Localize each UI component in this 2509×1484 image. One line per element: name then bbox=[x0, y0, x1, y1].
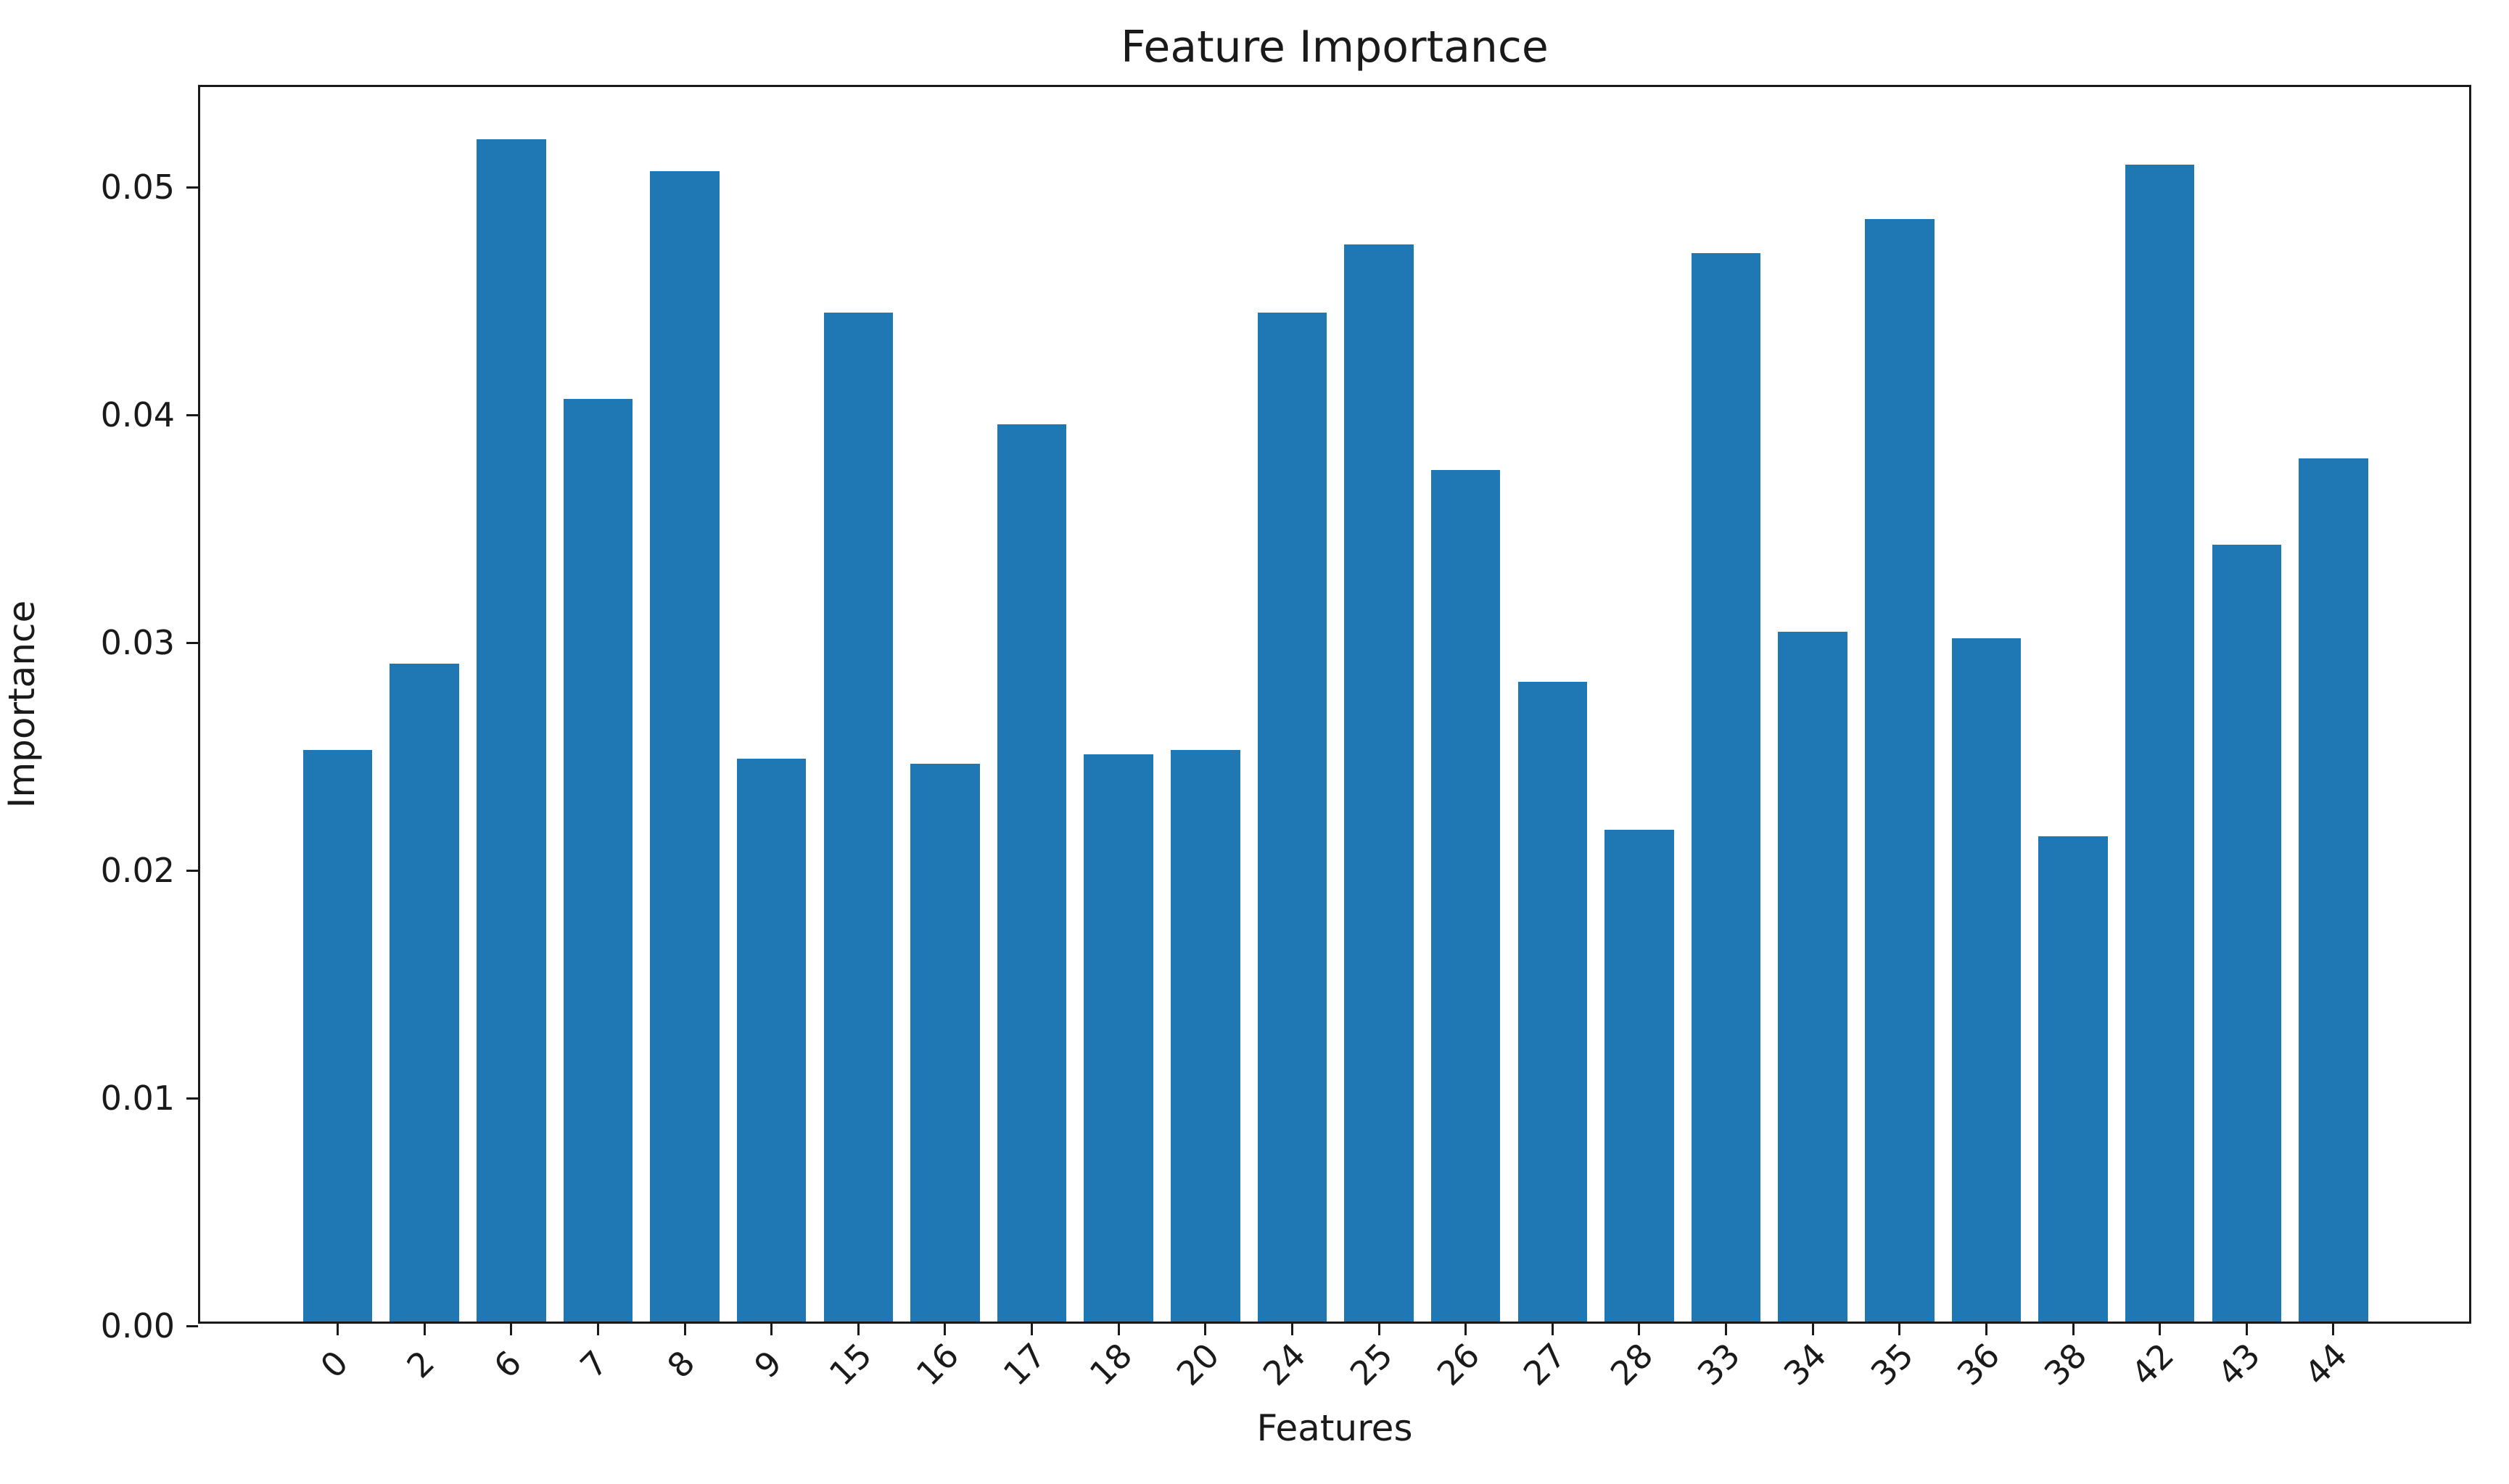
bar-feature-2 bbox=[390, 664, 459, 1322]
bar-feature-35 bbox=[1865, 219, 1935, 1322]
x-tick-label: 0 bbox=[312, 1343, 355, 1386]
y-axis-tick bbox=[186, 186, 198, 189]
chart-title: Feature Importance bbox=[1121, 22, 1549, 73]
x-axis-tick bbox=[1898, 1324, 1901, 1335]
y-tick-label: 0.02 bbox=[100, 851, 175, 891]
x-axis-tick bbox=[2332, 1324, 2335, 1335]
bar-feature-16 bbox=[910, 764, 980, 1322]
bar-feature-18 bbox=[1084, 754, 1153, 1322]
x-tick-label: 16 bbox=[908, 1335, 967, 1393]
x-axis-tick bbox=[1290, 1324, 1293, 1335]
x-tick-label: 7 bbox=[572, 1343, 616, 1386]
x-axis-tick bbox=[857, 1324, 860, 1335]
x-tick-label: 9 bbox=[746, 1343, 789, 1386]
x-axis-tick bbox=[683, 1324, 686, 1335]
x-axis-tick bbox=[423, 1324, 426, 1335]
y-axis-tick bbox=[186, 1097, 198, 1100]
bar-feature-42 bbox=[2125, 165, 2195, 1322]
x-tick-label: 33 bbox=[1689, 1335, 1747, 1393]
x-tick-label: 43 bbox=[2210, 1335, 2268, 1393]
bar-feature-7 bbox=[563, 399, 633, 1322]
x-tick-label: 20 bbox=[1169, 1335, 1227, 1393]
x-tick-label: 44 bbox=[2296, 1335, 2355, 1393]
x-tick-label: 25 bbox=[1342, 1335, 1401, 1393]
x-axis-tick bbox=[1725, 1324, 1728, 1335]
x-tick-label: 36 bbox=[1950, 1335, 2008, 1393]
x-tick-label: 2 bbox=[399, 1343, 442, 1386]
bar-feature-20 bbox=[1171, 750, 1240, 1322]
bar-feature-8 bbox=[650, 171, 720, 1322]
x-axis-tick bbox=[337, 1324, 339, 1335]
x-axis-tick bbox=[1204, 1324, 1207, 1335]
x-tick-label: 26 bbox=[1429, 1335, 1487, 1393]
bar-feature-24 bbox=[1257, 313, 1327, 1322]
y-tick-label: 0.04 bbox=[100, 395, 175, 435]
bar-feature-38 bbox=[2038, 836, 2108, 1322]
bar-feature-44 bbox=[2299, 458, 2368, 1322]
x-axis-tick bbox=[1638, 1324, 1641, 1335]
x-axis-tick bbox=[1031, 1324, 1034, 1335]
y-axis-tick bbox=[186, 1324, 198, 1327]
x-axis-tick bbox=[1464, 1324, 1467, 1335]
plot-area: 0.00 0.01 0.02 0.03 0.04 0.05 0 2 6 7 8 9 15 16 17 18 20… bbox=[101, 85, 2471, 1393]
bar-feature-26 bbox=[1430, 470, 1501, 1322]
x-tick-label: 15 bbox=[821, 1335, 880, 1393]
bar-feature-17 bbox=[997, 424, 1067, 1322]
bar-feature-15 bbox=[823, 313, 894, 1322]
x-tick-label: 6 bbox=[486, 1343, 529, 1386]
bar-feature-0 bbox=[302, 750, 373, 1322]
y-tick-label: 0.00 bbox=[100, 1306, 175, 1345]
x-axis-title: Features bbox=[1256, 1407, 1413, 1449]
x-axis-tick bbox=[770, 1324, 773, 1335]
bar-feature-43 bbox=[2212, 545, 2282, 1322]
y-axis-tick bbox=[186, 413, 198, 416]
x-axis-tick bbox=[1377, 1324, 1380, 1335]
x-axis-tick bbox=[2159, 1324, 2162, 1335]
x-tick-label: 28 bbox=[1602, 1335, 1661, 1393]
x-axis-tick bbox=[1117, 1324, 1120, 1335]
x-tick-label: 34 bbox=[1776, 1335, 1834, 1393]
x-axis-tick bbox=[1551, 1324, 1554, 1335]
bar-feature-28 bbox=[1604, 830, 1674, 1322]
bar-feature-36 bbox=[1951, 638, 2022, 1322]
x-tick-label: 35 bbox=[1863, 1335, 1921, 1393]
bar-feature-33 bbox=[1691, 253, 1761, 1322]
x-axis-tick bbox=[944, 1324, 947, 1335]
x-axis-tick bbox=[510, 1324, 513, 1335]
x-axis-tick bbox=[2072, 1324, 2075, 1335]
x-axis-tick bbox=[596, 1324, 599, 1335]
bar-feature-27 bbox=[1517, 682, 1588, 1322]
bar-feature-6 bbox=[477, 139, 546, 1322]
y-tick-label: 0.01 bbox=[100, 1079, 175, 1118]
y-axis-tick bbox=[186, 869, 198, 872]
bar-feature-9 bbox=[736, 759, 807, 1322]
bar-feature-25 bbox=[1344, 244, 1414, 1322]
x-tick-label: 24 bbox=[1256, 1335, 1314, 1393]
x-tick-label: 42 bbox=[2123, 1335, 2181, 1393]
y-axis-title: Importance bbox=[1, 600, 43, 809]
x-tick-label: 18 bbox=[1082, 1335, 1140, 1393]
y-tick-label: 0.03 bbox=[100, 623, 175, 663]
y-tick-label: 0.05 bbox=[100, 168, 175, 207]
x-axis-tick bbox=[1811, 1324, 1814, 1335]
bar-feature-34 bbox=[1778, 632, 1847, 1322]
x-tick-label: 38 bbox=[2036, 1335, 2095, 1393]
x-axis-tick bbox=[2245, 1324, 2248, 1335]
x-tick-label: 8 bbox=[659, 1343, 703, 1386]
x-axis-tick bbox=[1985, 1324, 1987, 1335]
y-axis-tick bbox=[186, 641, 198, 644]
x-tick-label: 17 bbox=[995, 1335, 1053, 1393]
x-tick-label: 27 bbox=[1515, 1335, 1574, 1393]
